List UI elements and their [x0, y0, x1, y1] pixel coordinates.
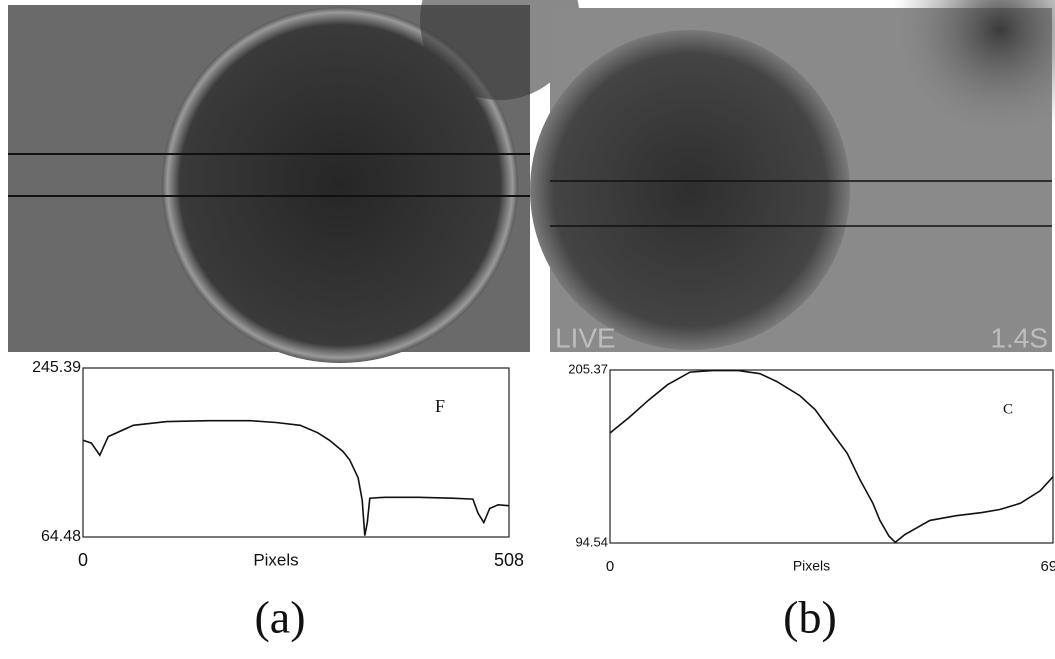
panel-label: (b)	[783, 592, 837, 643]
x-tick-label: 0	[78, 550, 88, 570]
image-a	[8, 0, 580, 363]
x-tick-label: 508	[494, 550, 524, 570]
image-b	[530, 0, 1055, 352]
panel-label: (a)	[254, 592, 305, 643]
x-axis-label: Pixels	[793, 558, 830, 574]
x-axis-label: Pixels	[253, 550, 298, 569]
x-tick-label: 691	[1040, 558, 1055, 575]
y-tick-label: 64.48	[41, 528, 81, 545]
y-tick-label: 205.37	[568, 361, 608, 376]
data-line	[609, 369, 1054, 544]
plot-frame	[82, 367, 510, 538]
plot-frame	[609, 369, 1054, 544]
image-overlay-text: LIVE	[555, 322, 616, 353]
annotation: F	[435, 396, 445, 416]
y-tick-label: 94.54	[575, 534, 608, 549]
annotation: C	[1003, 401, 1013, 417]
image-overlay-text: 1.4S	[990, 322, 1048, 353]
x-tick-label: 0	[606, 558, 614, 575]
y-tick-label: 245.39	[32, 359, 81, 376]
data-line	[82, 419, 510, 536]
